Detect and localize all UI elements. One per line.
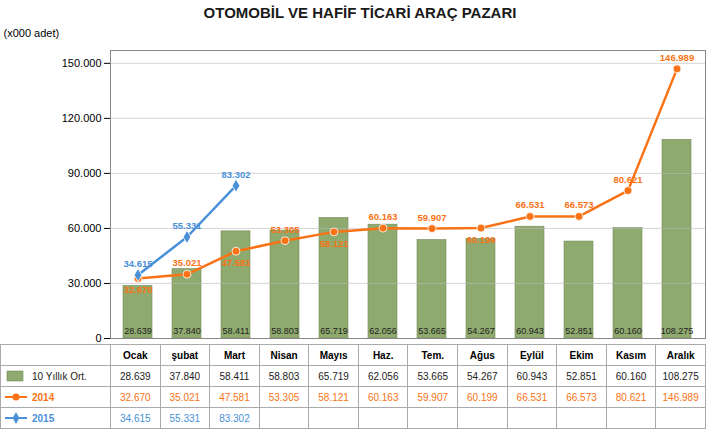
svg-text:60.199: 60.199 <box>466 234 495 245</box>
html-text:Mart: Mart <box>223 349 245 361</box>
html-text:Haz.: Haz. <box>372 349 394 361</box>
html-text:53.665: 53.665 <box>417 370 448 382</box>
svg-text:59.907: 59.907 <box>417 212 446 223</box>
html-text:35.021: 35.021 <box>169 391 201 403</box>
html-text:55.331: 55.331 <box>169 412 201 424</box>
svg-text:60.163: 60.163 <box>368 211 397 222</box>
svg-text:47.581: 47.581 <box>221 257 251 268</box>
svg-text:66.573: 66.573 <box>564 199 593 210</box>
svg-text:37.840: 37.840 <box>173 326 201 336</box>
svg-text:55.331: 55.331 <box>172 220 202 231</box>
html-text:OTOMOBİL VE HAFİF TİCARİ ARAÇ: OTOMOBİL VE HAFİF TİCARİ ARAÇ PAZARI <box>203 4 517 21</box>
html-text:10 Yıllık Ort.: 10 Yıllık Ort. <box>32 370 87 382</box>
html-text:60.163: 60.163 <box>367 391 399 403</box>
html-text:60.199: 60.199 <box>467 391 498 403</box>
html-text:54.267: 54.267 <box>467 370 498 382</box>
svg-text:(x000 adet): (x000 adet) <box>4 27 60 39</box>
svg-text:35.021: 35.021 <box>172 257 202 268</box>
svg-text:62.056: 62.056 <box>369 326 397 336</box>
html-text:83.302: 83.302 <box>219 412 250 424</box>
html-text:47.581: 47.581 <box>219 391 250 403</box>
svg-text:0: 0 <box>95 332 101 344</box>
html-text:2014: 2014 <box>32 391 55 403</box>
html-text:58.411: 58.411 <box>219 370 250 382</box>
svg-text:32.670: 32.670 <box>123 284 152 295</box>
html-text:Mayıs: Mayıs <box>319 349 348 361</box>
html-text:Ağus: Ağus <box>469 349 495 361</box>
html-text:28.639: 28.639 <box>120 370 151 382</box>
html-text:60.160: 60.160 <box>615 370 647 382</box>
svg-text:34.615: 34.615 <box>123 258 153 269</box>
svg-text:108.275: 108.275 <box>661 326 694 336</box>
html-text:108.275: 108.275 <box>662 370 699 382</box>
html-text:37.840: 37.840 <box>169 370 201 382</box>
svg-text:90.000: 90.000 <box>68 167 102 179</box>
html-text:65.719: 65.719 <box>318 370 349 382</box>
html-text:Tem.: Tem. <box>421 349 445 361</box>
svg-text:66.531: 66.531 <box>515 199 545 210</box>
svg-text:60.943: 60.943 <box>516 326 544 336</box>
svg-text:65.719: 65.719 <box>320 326 348 336</box>
html-text:66.531: 66.531 <box>516 391 548 403</box>
html-text:53.305: 53.305 <box>268 391 300 403</box>
html-text:Eylül: Eylül <box>520 349 544 361</box>
html-text:58.121: 58.121 <box>318 391 349 403</box>
svg-text:83.302: 83.302 <box>221 169 250 180</box>
html-text:62.056: 62.056 <box>367 370 399 382</box>
svg-text:54.267: 54.267 <box>467 326 495 336</box>
svg-text:60.000: 60.000 <box>68 222 102 234</box>
html-text:2015: 2015 <box>32 412 55 424</box>
html-text:Ekim: Ekim <box>569 349 594 361</box>
html-text:59.907: 59.907 <box>417 391 448 403</box>
html-text:146.989: 146.989 <box>662 391 699 403</box>
svg-text:150.000: 150.000 <box>62 57 102 69</box>
svg-text:53.665: 53.665 <box>418 326 446 336</box>
html-text:Aralık: Aralık <box>666 349 695 361</box>
html-text:58.803: 58.803 <box>268 370 300 382</box>
html-text:52.851: 52.851 <box>566 370 597 382</box>
svg-text:28.639: 28.639 <box>124 326 152 336</box>
html-text:Nisan: Nisan <box>270 349 298 361</box>
svg-text:120.000: 120.000 <box>62 112 102 124</box>
html-text:66.573: 66.573 <box>566 391 597 403</box>
html-text:80.621: 80.621 <box>615 391 647 403</box>
html-text:Ocak: Ocak <box>123 349 148 361</box>
svg-text:53.305: 53.305 <box>270 224 300 235</box>
svg-text:52.851: 52.851 <box>565 326 593 336</box>
html-text:şubat: şubat <box>171 349 199 361</box>
svg-text:58.411: 58.411 <box>223 326 250 336</box>
html-text:34.615: 34.615 <box>120 412 151 424</box>
svg-text:58.803: 58.803 <box>271 326 299 336</box>
svg-text:60.160: 60.160 <box>614 326 642 336</box>
html-text:32.670: 32.670 <box>120 391 151 403</box>
svg-text:58.121: 58.121 <box>319 238 349 249</box>
svg-text:80.621: 80.621 <box>613 174 643 185</box>
svg-text:146.989: 146.989 <box>660 52 694 63</box>
svg-text:30.000: 30.000 <box>68 277 102 289</box>
html-text:60.943: 60.943 <box>516 370 548 382</box>
html-text:Kasım: Kasım <box>616 349 647 361</box>
